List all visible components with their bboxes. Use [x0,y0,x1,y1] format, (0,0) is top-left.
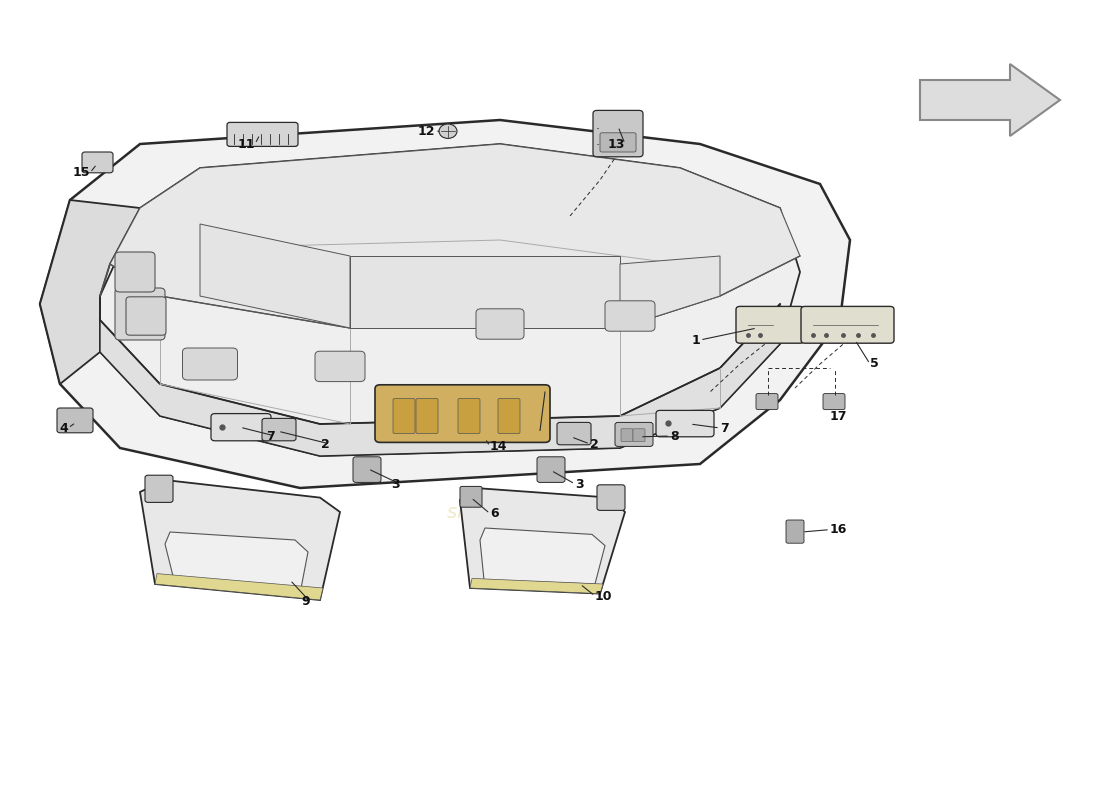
FancyBboxPatch shape [183,348,238,380]
Polygon shape [165,532,308,594]
FancyBboxPatch shape [211,414,271,441]
FancyBboxPatch shape [537,457,565,482]
Text: 13: 13 [607,138,625,150]
Polygon shape [155,574,323,600]
FancyBboxPatch shape [621,429,632,442]
Text: 11: 11 [238,138,255,150]
Polygon shape [40,120,850,488]
FancyBboxPatch shape [593,110,644,157]
FancyBboxPatch shape [786,520,804,543]
FancyBboxPatch shape [801,306,894,343]
Polygon shape [100,304,780,456]
FancyBboxPatch shape [145,475,173,502]
FancyBboxPatch shape [756,394,778,410]
FancyBboxPatch shape [126,297,166,335]
Text: 8: 8 [670,430,679,442]
Text: 16: 16 [830,523,847,536]
Polygon shape [470,578,603,594]
FancyBboxPatch shape [656,410,714,437]
Text: 15: 15 [73,166,90,179]
FancyBboxPatch shape [82,152,113,173]
FancyBboxPatch shape [600,133,636,152]
Circle shape [439,124,456,138]
FancyBboxPatch shape [460,486,482,507]
FancyBboxPatch shape [116,288,165,340]
Text: 7: 7 [266,430,275,442]
Polygon shape [920,64,1060,136]
Text: a passion for parts: a passion for parts [196,422,404,442]
FancyBboxPatch shape [615,422,653,446]
Polygon shape [200,224,350,328]
FancyBboxPatch shape [57,408,94,433]
FancyBboxPatch shape [375,385,550,442]
FancyBboxPatch shape [353,457,381,482]
FancyBboxPatch shape [736,306,804,343]
FancyBboxPatch shape [458,398,480,434]
FancyBboxPatch shape [262,418,296,441]
Text: eurocarparts: eurocarparts [128,354,472,398]
Polygon shape [100,144,800,456]
Text: 3: 3 [392,478,400,490]
Text: 5: 5 [870,358,879,370]
Text: 10: 10 [595,590,613,602]
FancyBboxPatch shape [393,398,415,434]
FancyBboxPatch shape [416,398,438,434]
Polygon shape [620,256,721,328]
FancyBboxPatch shape [823,394,845,410]
Text: 2: 2 [321,438,330,450]
Text: 4: 4 [59,422,68,434]
Text: 2: 2 [590,438,598,450]
Text: 3: 3 [575,478,584,490]
FancyBboxPatch shape [632,429,645,442]
FancyBboxPatch shape [605,301,654,331]
FancyBboxPatch shape [116,252,155,292]
FancyBboxPatch shape [476,309,524,339]
Polygon shape [350,256,620,328]
FancyBboxPatch shape [227,122,298,146]
Text: 9: 9 [301,595,310,608]
FancyBboxPatch shape [597,485,625,510]
Text: 1: 1 [691,334,700,346]
Polygon shape [140,480,340,600]
Text: 12: 12 [418,125,434,138]
FancyBboxPatch shape [315,351,365,382]
Text: 14: 14 [490,440,507,453]
FancyBboxPatch shape [498,398,520,434]
Polygon shape [480,528,605,584]
Polygon shape [40,200,140,384]
Text: 17: 17 [830,410,847,422]
Text: 6: 6 [490,507,498,520]
FancyBboxPatch shape [557,422,591,445]
Text: 7: 7 [720,422,728,434]
Polygon shape [460,488,625,594]
Polygon shape [110,144,800,328]
Text: since 1965: since 1965 [447,502,553,522]
